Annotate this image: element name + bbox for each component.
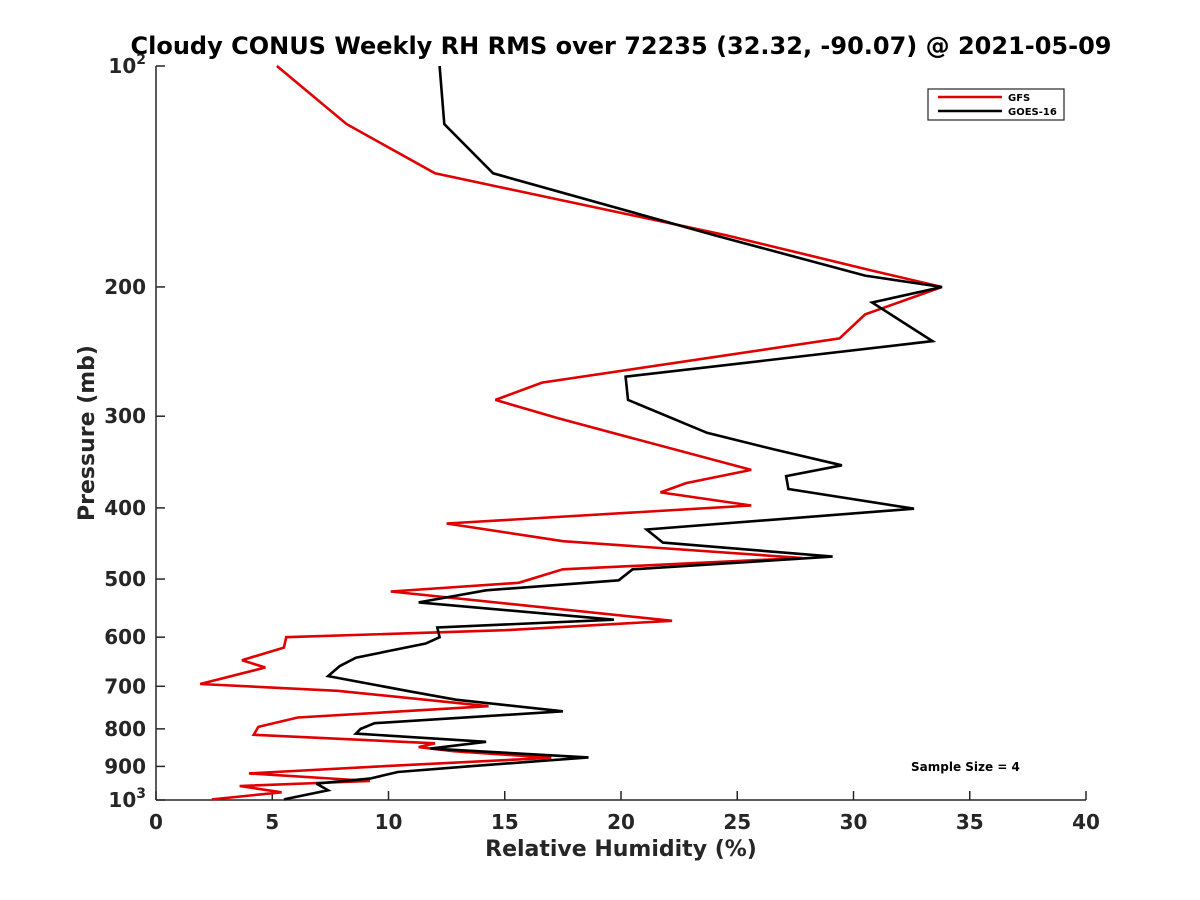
legend-label-gfs: GFS (1008, 93, 1030, 104)
legend: GFS GOES-16 (927, 88, 1065, 121)
y-tick-label: 900 (104, 754, 146, 778)
y-tick-label: 200 (104, 275, 146, 299)
x-tick-label: 25 (723, 810, 751, 834)
x-tick-label: 30 (840, 810, 868, 834)
x-ticks: 0 5 10 15 20 25 30 35 40 (149, 791, 1100, 834)
series-line-gfs (199, 65, 943, 801)
y-tick-label: 103 (108, 786, 146, 812)
x-tick-label: 20 (607, 810, 635, 834)
sample-size-annotation: Sample Size = 4 (911, 760, 1020, 774)
x-tick-label: 5 (265, 810, 279, 834)
y-tick-label: 700 (104, 674, 146, 698)
legend-label-goes16: GOES-16 (1008, 107, 1057, 118)
y-tick-label: 300 (104, 404, 146, 428)
x-tick-label: 35 (956, 810, 984, 834)
y-tick-label: 500 (104, 567, 146, 591)
x-axis-label: Relative Humidity (%) (485, 837, 757, 862)
y-tick-label: 102 (108, 52, 146, 78)
x-tick-label: 0 (149, 810, 163, 834)
x-tick-label: 40 (1072, 810, 1100, 834)
x-tick-label: 10 (375, 810, 403, 834)
chart-title: Cloudy CONUS Weekly RH RMS over 72235 (3… (131, 32, 1112, 60)
x-tick-label: 15 (491, 810, 519, 834)
y-tick-label: 400 (104, 496, 146, 520)
series-lines (199, 65, 943, 801)
y-ticks: 102 200 300 400 500 600 700 800 900 103 (104, 52, 165, 812)
y-tick-label: 800 (104, 717, 146, 741)
series-line-goes16 (283, 65, 943, 801)
y-tick-label: 600 (104, 625, 146, 649)
y-axis-label: Pressure (mb) (75, 345, 100, 521)
legend-box (927, 88, 1065, 121)
